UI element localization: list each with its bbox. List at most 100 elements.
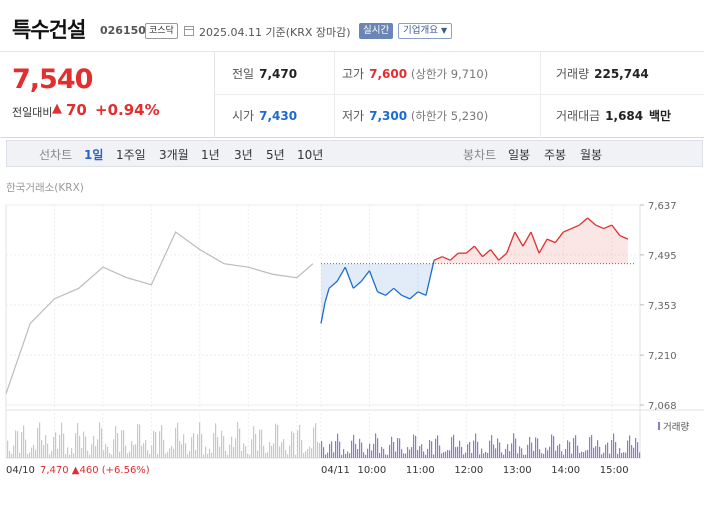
volume-bar [523,454,525,458]
volume-bar [277,424,279,458]
volume-bar [329,443,331,458]
volume-bar [245,446,247,458]
volume-bar [309,446,311,458]
company-overview-button[interactable]: 기업개요 ▼ [398,23,453,39]
volume-bar [357,449,359,458]
period-3y[interactable]: 3년 [234,148,253,162]
period-1y[interactable]: 1년 [201,148,220,162]
volume-bar [411,447,413,458]
volume-bar [515,438,517,458]
volume-bar [503,454,505,458]
volume-bar [75,433,77,458]
prev-day-summary: 7,470 ▲460 (+6.56%) [40,465,150,476]
volume-bar [477,441,479,458]
volume-bar [259,429,261,458]
period-5y[interactable]: 5년 [266,148,285,162]
volume-bar [33,445,35,458]
volume-bar [59,435,61,458]
price-lines [5,217,636,394]
price-box: 7,540 전일대비 ▲ 70 +0.94% [0,52,215,138]
exchange-label: 한국거래소(KRX) [6,182,84,194]
volume-bar [447,450,449,458]
candle-weekly[interactable]: 주봉 [544,148,567,162]
candle-monthly[interactable]: 월봉 [580,148,603,162]
volume-bar [135,444,137,458]
volume-bar [139,424,141,458]
volume-bar [475,433,477,458]
volume-bar [265,453,267,458]
volume-bar [551,434,553,458]
volume-bar [501,452,503,458]
candle-daily[interactable]: 일봉 [508,148,531,162]
volume-bar [137,423,139,458]
price-summary: 7,540 전일대비 ▲ 70 +0.94% 전일 7,470 고가 7,600 (… [0,52,704,138]
volume-bar [487,452,489,458]
volume-bar [143,443,145,458]
volume-bar [441,453,443,458]
volume-bar [81,447,83,458]
volume-label: 거래량 [556,67,590,81]
volume-bar [275,423,277,458]
volume-bar [451,437,453,458]
volume-bar [449,450,451,458]
line-segment [579,217,588,226]
volume-bar [313,427,315,458]
volume-bar [315,423,317,458]
volume-bar [413,434,415,458]
volume-bar [595,446,597,458]
volume-bar [141,445,143,458]
line-segment [587,217,597,226]
period-1d[interactable]: 1일 [84,148,104,162]
y-tick-label: 7,068 [648,401,677,412]
volume-bar [387,454,389,458]
prev-day-label: 04/10 [6,465,35,476]
divider [540,52,541,138]
volume-bar [461,446,463,458]
volume-bar [27,453,29,458]
volume-bar [443,452,445,458]
line-segment [449,252,459,261]
period-3m[interactable]: 3개월 [159,148,189,162]
volume-bar [203,454,205,458]
stat-volume: 거래량 225,744 [556,65,649,82]
volume-bar [489,440,491,458]
volume-bar [473,440,475,458]
volume-bar [617,453,619,458]
line-segment [425,260,435,296]
volume-bar [201,433,203,458]
upper-limit: (상한가 9,710) [410,67,489,81]
volume-bar [267,452,269,458]
y-tick-label: 7,495 [648,251,677,262]
volume-bar [89,454,91,458]
volume-bar [47,443,49,458]
volume-bar [427,448,429,458]
volume-bar [255,433,257,458]
volume-bar [497,438,499,458]
volume-bar [587,449,589,458]
period-1w[interactable]: 1주일 [116,148,146,162]
area-segment [353,263,362,289]
volume-bar [159,431,161,458]
line-segment [385,287,395,296]
period-10y[interactable]: 10년 [297,148,324,162]
volume-bars [7,421,641,458]
area-segment [539,239,548,264]
volume-bar [379,452,381,458]
volume-value: 225,744 [594,67,649,81]
stock-header: 특수건설 026150 코스닥 2025.04.11 기준(KRX 장마감) 실… [0,0,704,52]
volume-bar [233,447,235,458]
volume-bar [15,430,17,458]
volume-bar [117,433,119,458]
volume-bar [417,450,419,458]
volume-bar [197,434,199,458]
area-segment [361,263,370,282]
volume-bar [467,444,469,458]
chevron-down-icon: ▼ [441,26,448,35]
volume-bar [225,450,227,458]
volume-bar [593,447,595,458]
volume-bar [559,443,561,458]
volume-bar [333,452,335,458]
volume-bar [535,437,537,458]
volume-bar [183,434,185,458]
realtime-button[interactable]: 실시간 [359,23,394,39]
